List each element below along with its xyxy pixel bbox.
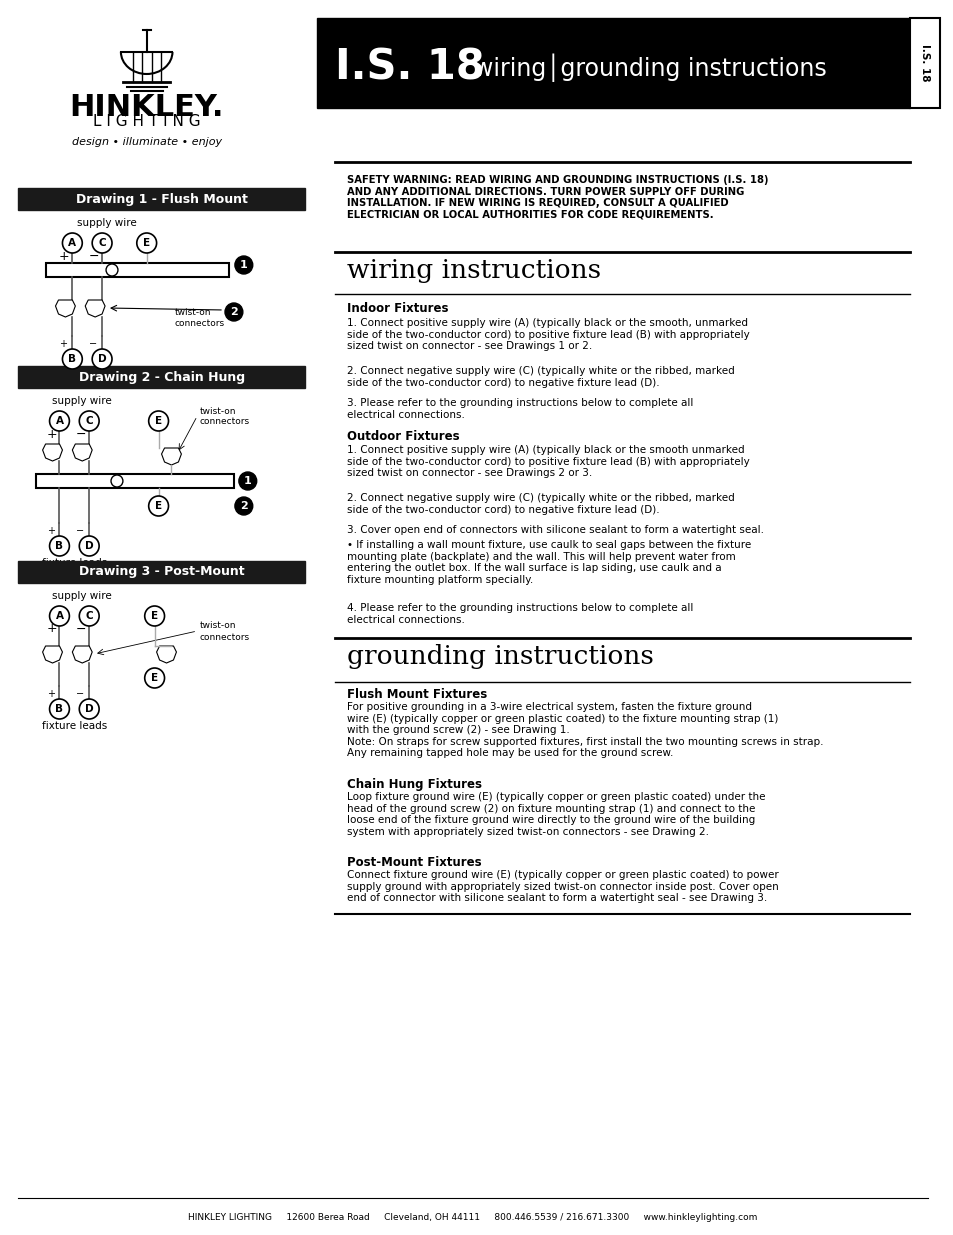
Text: 1. Connect positive supply wire (A) (typically black or the smooth unmarked
side: 1. Connect positive supply wire (A) (typ… (347, 445, 749, 478)
Text: 1: 1 (244, 475, 252, 487)
Text: C: C (86, 611, 93, 621)
Text: fixture leads: fixture leads (42, 721, 107, 731)
Circle shape (111, 475, 123, 487)
Circle shape (79, 536, 99, 556)
Polygon shape (156, 646, 176, 663)
Text: connectors: connectors (199, 416, 249, 426)
Polygon shape (43, 445, 62, 461)
Circle shape (92, 233, 112, 253)
Text: Flush Mount Fixtures: Flush Mount Fixtures (347, 688, 487, 701)
Text: 2: 2 (230, 308, 237, 317)
Circle shape (62, 233, 82, 253)
Text: Drawing 2 - Chain Hung: Drawing 2 - Chain Hung (78, 370, 244, 384)
Circle shape (238, 472, 256, 490)
Text: −: − (76, 427, 87, 441)
Text: B: B (55, 541, 64, 551)
Circle shape (79, 699, 99, 719)
Text: +: + (59, 249, 70, 263)
Bar (35, 474, 233, 488)
Text: +: + (59, 338, 68, 350)
Text: 2. Connect negative supply wire (C) (typically white or the ribbed, marked
side : 2. Connect negative supply wire (C) (typ… (347, 366, 734, 388)
Text: Connect fixture ground wire (E) (typically copper or green plastic coated) to po: Connect fixture ground wire (E) (typical… (347, 869, 778, 903)
Text: −: − (89, 338, 97, 350)
Text: Drawing 1 - Flush Mount: Drawing 1 - Flush Mount (75, 193, 247, 205)
Circle shape (225, 303, 243, 321)
Text: I.S. 18: I.S. 18 (335, 47, 484, 89)
Text: E: E (155, 416, 162, 426)
Text: HINKLEY.: HINKLEY. (70, 94, 224, 122)
Circle shape (234, 256, 253, 274)
Text: wiring│grounding instructions: wiring│grounding instructions (474, 54, 825, 83)
Text: +: + (47, 526, 54, 536)
Circle shape (145, 668, 164, 688)
Text: grounding instructions: grounding instructions (347, 643, 653, 669)
Text: 2: 2 (240, 501, 248, 511)
Polygon shape (55, 300, 75, 317)
Text: L I G H T I N G: L I G H T I N G (92, 115, 200, 130)
Text: wiring instructions: wiring instructions (347, 258, 600, 283)
Text: −: − (76, 622, 87, 636)
Text: C: C (98, 238, 106, 248)
Circle shape (149, 411, 169, 431)
Text: E: E (143, 238, 151, 248)
Text: B: B (69, 354, 76, 364)
Circle shape (50, 699, 70, 719)
Bar (18, 561, 305, 583)
Text: SAFETY WARNING: READ WIRING AND GROUNDING INSTRUCTIONS (I.S. 18)
AND ANY ADDITIO: SAFETY WARNING: READ WIRING AND GROUNDIN… (347, 175, 767, 220)
Text: A: A (55, 416, 64, 426)
Text: twist-on
connectors: twist-on connectors (174, 309, 224, 327)
Bar (18, 366, 305, 388)
Text: D: D (85, 704, 93, 714)
Text: −: − (76, 689, 84, 699)
Text: C: C (86, 416, 93, 426)
Bar (18, 188, 305, 210)
Text: E: E (151, 611, 158, 621)
Text: fixture leads: fixture leads (42, 558, 107, 568)
Text: supply wire: supply wire (52, 396, 112, 406)
Text: supply wire: supply wire (52, 592, 112, 601)
Text: 3. Cover open end of connectors with silicone sealant to form a watertight seal.: 3. Cover open end of connectors with sil… (347, 525, 763, 535)
Text: Chain Hung Fixtures: Chain Hung Fixtures (347, 778, 481, 790)
Circle shape (145, 606, 164, 626)
Text: twist-on: twist-on (199, 406, 235, 415)
Text: B: B (55, 704, 64, 714)
Bar (46, 263, 229, 277)
Text: E: E (151, 673, 158, 683)
Polygon shape (72, 445, 92, 461)
Text: • If installing a wall mount fixture, use caulk to seal gaps between the fixture: • If installing a wall mount fixture, us… (347, 540, 750, 585)
Circle shape (79, 606, 99, 626)
Text: +: + (47, 689, 54, 699)
Text: Outdoor Fixtures: Outdoor Fixtures (347, 430, 459, 443)
Polygon shape (85, 300, 105, 317)
Circle shape (50, 536, 70, 556)
Text: D: D (85, 541, 93, 551)
Polygon shape (72, 646, 92, 663)
Text: design • illuminate • enjoy: design • illuminate • enjoy (71, 137, 221, 147)
Bar (316, 19, 909, 107)
Text: −: − (89, 249, 99, 263)
Circle shape (136, 233, 156, 253)
Text: HINKLEY LIGHTING     12600 Berea Road     Cleveland, OH 44111     800.446.5539 /: HINKLEY LIGHTING 12600 Berea Road Clevel… (188, 1214, 757, 1223)
Text: 3. Please refer to the grounding instructions below to complete all
electrical c: 3. Please refer to the grounding instruc… (347, 398, 693, 420)
Circle shape (79, 411, 99, 431)
Text: supply wire: supply wire (77, 219, 137, 228)
Text: I.S. 18: I.S. 18 (919, 44, 929, 82)
Text: E: E (155, 501, 162, 511)
Text: −: − (76, 526, 84, 536)
Circle shape (149, 496, 169, 516)
Text: fixture leads: fixture leads (54, 370, 120, 382)
Polygon shape (43, 646, 62, 663)
Text: Drawing 3 - Post-Mount: Drawing 3 - Post-Mount (79, 566, 244, 578)
Circle shape (62, 350, 82, 369)
Text: Loop fixture ground wire (E) (typically copper or green plastic coated) under th: Loop fixture ground wire (E) (typically … (347, 792, 764, 837)
Text: +: + (46, 427, 57, 441)
Text: +: + (46, 622, 57, 636)
Circle shape (234, 496, 253, 515)
Circle shape (50, 606, 70, 626)
Bar (909, 19, 939, 107)
Text: 1. Connect positive supply wire (A) (typically black or the smooth, unmarked
sid: 1. Connect positive supply wire (A) (typ… (347, 317, 749, 351)
Text: 2. Connect negative supply wire (C) (typically white or the ribbed, marked
side : 2. Connect negative supply wire (C) (typ… (347, 493, 734, 515)
Text: 4. Please refer to the grounding instructions below to complete all
electrical c: 4. Please refer to the grounding instruc… (347, 603, 693, 625)
Circle shape (50, 411, 70, 431)
Circle shape (92, 350, 112, 369)
